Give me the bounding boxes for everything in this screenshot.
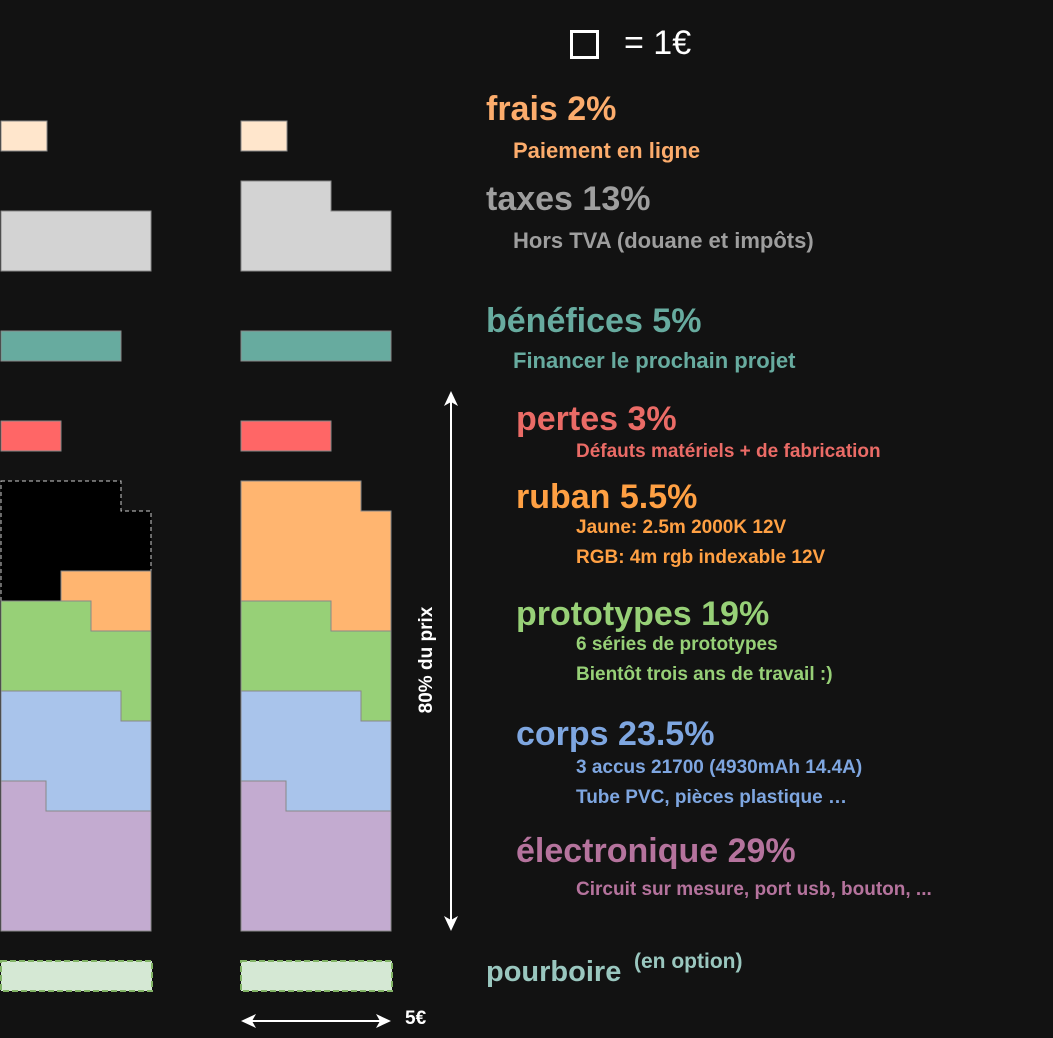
corps-title: corps 23.5% xyxy=(516,715,715,753)
benefices-title: bénéfices 5% xyxy=(486,302,702,340)
corps-line-1: 3 accus 21700 (4930mAh 14.4A) xyxy=(576,757,863,778)
range-arrow-head-bottom-icon xyxy=(444,916,458,931)
col-a-frais-block xyxy=(0,120,48,152)
col-b-taxes-block xyxy=(240,180,392,272)
col-b-pourboire-block xyxy=(240,960,393,992)
col-a-benefices-block xyxy=(0,330,122,362)
col-b-benefices-block xyxy=(240,330,392,362)
col-a-pertes-block xyxy=(0,420,62,452)
corps-line-2: Tube PVC, pièces plastique … xyxy=(576,787,847,808)
range-arrow-head-top-icon xyxy=(444,391,458,406)
col-b-frais-block xyxy=(240,120,288,152)
electronique-line-1: Circuit sur mesure, port usb, bouton, ..… xyxy=(576,879,932,900)
legend-unit-square-icon xyxy=(570,30,599,59)
col-a-taxes-block xyxy=(0,210,152,272)
pertes-title: pertes 3% xyxy=(516,400,677,438)
prototypes-title: prototypes 19% xyxy=(516,595,770,633)
taxes-title: taxes 13% xyxy=(486,180,651,218)
frais-line-1: Paiement en ligne xyxy=(513,138,701,163)
ruban-line-2: RGB: 4m rgb indexable 12V xyxy=(576,547,826,568)
taxes-line-1: Hors TVA (douane et impôts) xyxy=(513,228,814,253)
scale-arrow-head-left-icon xyxy=(241,1014,256,1028)
col-b-electronique-block xyxy=(240,780,392,932)
col-a-pourboire-block xyxy=(0,960,153,992)
prototypes-line-2: Bientôt trois ans de travail :) xyxy=(576,664,833,685)
ruban-line-1: Jaune: 2.5m 2000K 12V xyxy=(576,517,787,538)
col-a-electronique-block xyxy=(0,780,152,932)
legend-text: = 1€ xyxy=(624,24,692,62)
scale-arrow-head-right-icon xyxy=(376,1014,391,1028)
pourboire-note: (en option) xyxy=(634,950,743,973)
pourboire-title: pourboire xyxy=(486,956,622,988)
pertes-line-1: Défauts matériels + de fabrication xyxy=(576,441,881,462)
col-b-pertes-block xyxy=(240,420,332,452)
electronique-title: électronique 29% xyxy=(516,832,796,870)
prototypes-line-1: 6 séries de prototypes xyxy=(576,634,778,655)
scale-label: 5€ xyxy=(405,1008,427,1029)
frais-title: frais 2% xyxy=(486,90,617,128)
benefices-line-1: Financer le prochain projet xyxy=(513,348,796,373)
ruban-title: ruban 5.5% xyxy=(516,478,698,516)
range-label: 80% du prix xyxy=(416,606,437,714)
